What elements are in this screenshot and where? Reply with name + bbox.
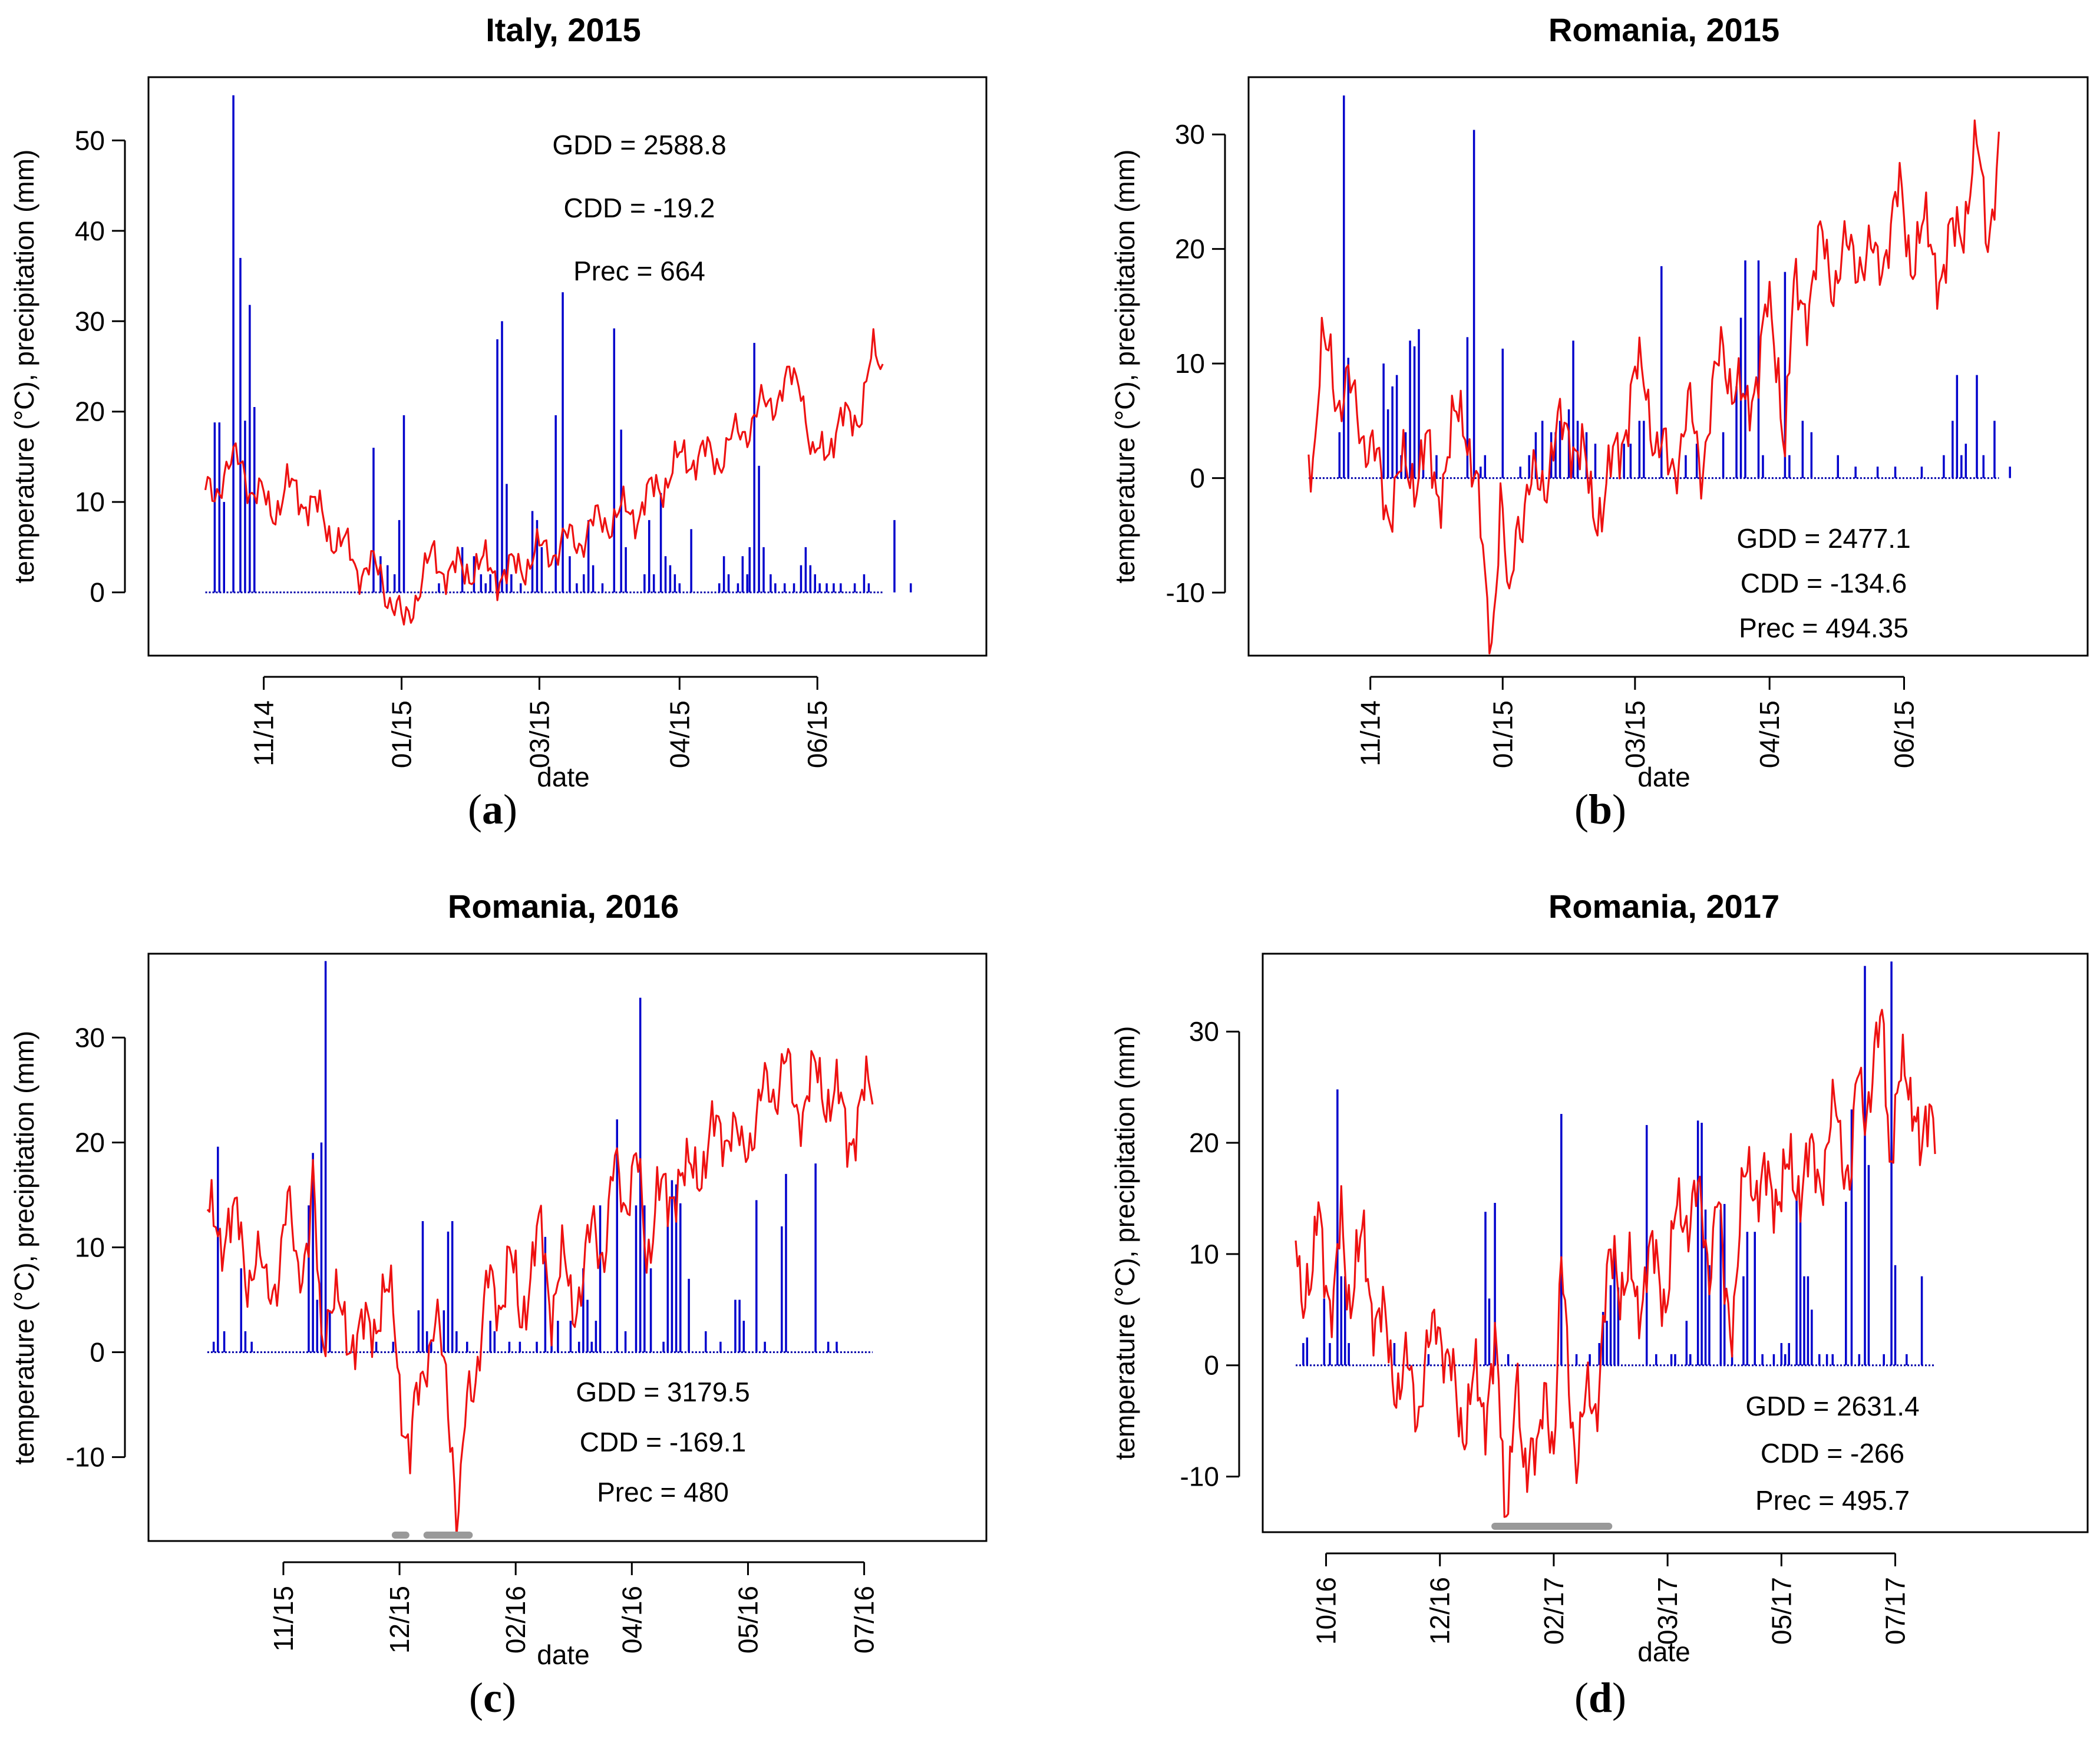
chart-panel-d: Romania, 2017 -10 0 10 20 30 10/16 12/16 02/17 03… <box>1110 888 2089 1721</box>
y-axis-label: temperature (°C), precipitation (mm) <box>1110 150 1140 584</box>
plot-frame <box>1247 76 2089 657</box>
chart-panel-c: Romania, 2016 -10 0 10 20 30 11/15 12/15 02/16 04… <box>9 888 988 1721</box>
y-tick-label: -10 <box>1166 577 1205 608</box>
chart-panel-a: Italy, 2015 0 10 20 30 40 50 11/14 01/15 03/15 04/… <box>9 11 988 833</box>
y-tick-label: 20 <box>1175 234 1205 264</box>
x-tick-label: 11/14 <box>1355 700 1386 766</box>
y-tick-label: 0 <box>1190 463 1205 494</box>
y-tick-label: 20 <box>75 1127 105 1158</box>
stat-annotation: Prec = 494.35 <box>1739 613 1909 643</box>
y-tick-label: 50 <box>75 125 105 156</box>
x-tick-label: 03/15 <box>524 700 554 768</box>
x-axis-label: date <box>537 1639 590 1670</box>
chart-title: Italy, 2015 <box>486 11 641 48</box>
y-tick-label: -10 <box>66 1442 105 1473</box>
y-tick-label: 10 <box>75 487 105 517</box>
plot-frame <box>147 76 988 657</box>
y-tick-label: 10 <box>1175 348 1205 379</box>
panel-label: (b) <box>1574 786 1626 833</box>
temperature-line <box>1295 1008 1936 1518</box>
stat-annotation: CDD = -169.1 <box>580 1427 747 1457</box>
x-tick-label: 02/17 <box>1538 1577 1569 1645</box>
y-axis-label: temperature (°C), precipitation (mm) <box>9 1031 39 1465</box>
stat-annotation: GDD = 2477.1 <box>1736 523 1910 554</box>
y-tick-label: 20 <box>75 396 105 427</box>
y-tick-label: 20 <box>1189 1127 1219 1158</box>
x-tick-label: 04/15 <box>1754 700 1785 768</box>
stat-annotation: GDD = 2631.4 <box>1745 1391 1919 1421</box>
y-tick-label: 40 <box>75 216 105 246</box>
stat-annotation: Prec = 495.7 <box>1755 1485 1910 1516</box>
x-tick-label: 07/17 <box>1880 1577 1911 1645</box>
x-tick-label: 06/15 <box>1889 700 1920 768</box>
y-tick-label: 0 <box>90 577 105 608</box>
temperature-line <box>1307 119 2000 654</box>
x-axis-label: date <box>1637 1636 1690 1667</box>
plot-frame <box>1262 953 2089 1533</box>
temperature-line <box>206 1048 874 1537</box>
panel-label: (a) <box>468 786 517 833</box>
x-tick-label: 03/15 <box>1620 700 1650 768</box>
y-tick-label: 10 <box>75 1232 105 1263</box>
x-tick-label: 04/16 <box>616 1586 647 1654</box>
x-tick-label: 05/17 <box>1766 1577 1797 1645</box>
x-tick-label: 01/15 <box>1487 700 1518 768</box>
x-tick-label: 01/15 <box>387 700 417 768</box>
y-tick-label: 30 <box>75 1022 105 1053</box>
x-tick-label: 05/16 <box>732 1586 763 1654</box>
y-tick-label: 0 <box>90 1337 105 1368</box>
x-tick-label: 12/16 <box>1425 1577 1455 1645</box>
x-tick-label: 11/15 <box>268 1586 299 1652</box>
x-axis-label: date <box>537 762 590 792</box>
y-tick-label: 30 <box>1189 1016 1219 1047</box>
stat-annotation: CDD = -134.6 <box>1741 568 1907 598</box>
y-tick-label: -10 <box>1180 1461 1219 1492</box>
x-tick-label: 02/16 <box>500 1586 531 1654</box>
x-tick-label: 06/15 <box>802 700 833 768</box>
chart-title: Romania, 2017 <box>1548 888 1779 925</box>
x-tick-label: 10/16 <box>1311 1577 1342 1645</box>
y-tick-label: 10 <box>1189 1239 1219 1269</box>
y-tick-label: 30 <box>1175 119 1205 150</box>
chart-title: Romania, 2015 <box>1548 11 1779 48</box>
temperature-line <box>204 328 884 626</box>
x-tick-label: 12/15 <box>384 1586 415 1654</box>
plot-frame <box>147 953 988 1542</box>
stat-annotation: CDD = -266 <box>1761 1438 1904 1469</box>
stat-annotation: Prec = 664 <box>573 256 705 286</box>
panel-label: (d) <box>1574 1674 1626 1721</box>
stat-annotation: GDD = 3179.5 <box>576 1377 749 1407</box>
x-tick-label: 07/16 <box>849 1586 880 1654</box>
y-tick-label: 0 <box>1204 1350 1219 1381</box>
stat-annotation: Prec = 480 <box>597 1477 729 1507</box>
x-tick-label: 04/15 <box>664 700 695 768</box>
stat-annotation: CDD = -19.2 <box>564 193 715 223</box>
chart-panel-b: Romania, 2015 -10 0 10 20 30 11/14 01/15 03/15 04… <box>1110 11 2089 833</box>
x-tick-label: 03/17 <box>1652 1577 1683 1645</box>
y-tick-label: 30 <box>75 306 105 336</box>
y-axis-label: temperature (°C), precipitation (mm) <box>1110 1026 1140 1460</box>
panel-label: (c) <box>469 1674 516 1721</box>
stat-annotation: GDD = 2588.8 <box>552 130 726 160</box>
x-axis-label: date <box>1637 762 1690 792</box>
x-tick-label: 11/14 <box>249 700 279 766</box>
y-axis-label: temperature (°C), precipitation (mm) <box>9 150 39 584</box>
chart-title: Romania, 2016 <box>448 888 679 925</box>
